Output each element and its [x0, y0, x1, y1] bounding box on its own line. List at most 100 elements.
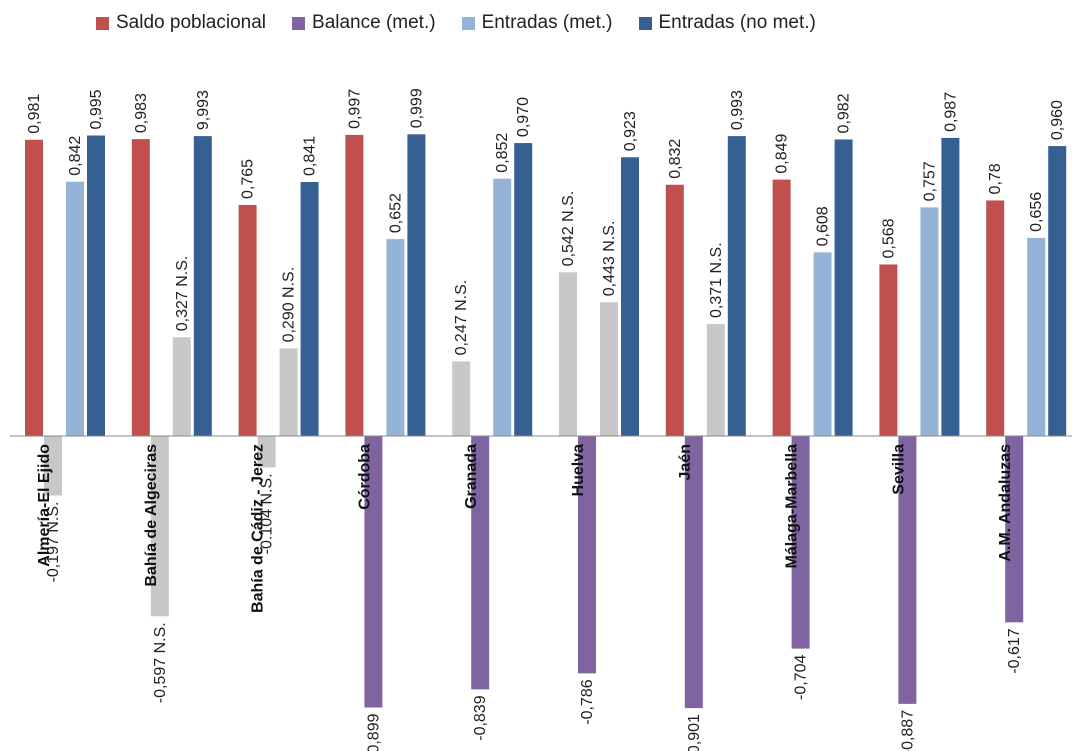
legend-item-balance: Balance (met.): [292, 12, 436, 34]
data-label-2-6: -0,786: [579, 679, 596, 724]
bar-1-8: [772, 179, 791, 437]
extra-bar-2: [559, 272, 577, 436]
legend-item-entradas-no-met: Entradas (no met.): [638, 12, 816, 34]
data-label-1-10: 0,78: [987, 163, 1004, 194]
data-label-4-3: 0,841: [302, 136, 319, 176]
category-label-7: Jaén: [677, 444, 694, 480]
data-label-1-8: 0,849: [774, 133, 791, 173]
bar-1-7: [665, 184, 684, 436]
bar-4-5: [514, 143, 533, 436]
bar-1-9: [879, 264, 898, 436]
bar-1-2: [131, 139, 150, 436]
category-label-10: A.M. Andaluzas: [997, 444, 1014, 562]
legend: Saldo poblacional Balance (met.) Entrada…: [96, 12, 816, 34]
data-label-2-9: -0,887: [899, 710, 916, 751]
bar-3-8: [813, 252, 832, 436]
data-label-4-5: 0,970: [515, 97, 532, 137]
data-label-2-8: -0,704: [793, 655, 810, 700]
bar-2-3: [257, 436, 276, 468]
data-label-3-1: 0,842: [67, 136, 84, 176]
bar-3-1: [66, 181, 84, 436]
bar-4-9: [941, 137, 960, 436]
data-label-4-6: 0,923: [622, 111, 639, 151]
data-label-4-8: 0,982: [836, 93, 853, 133]
data-label-4-7: 0,993: [729, 90, 746, 130]
data-label-1-4: 0,997: [346, 89, 363, 129]
legend-swatch-saldo: [96, 16, 109, 30]
legend-label-entradas-met: Entradas (met.): [481, 12, 613, 33]
data-label-4-4: 0,999: [408, 88, 425, 128]
bar-3-6: [600, 302, 618, 436]
data-label-2-7: -0,901: [686, 714, 703, 751]
category-label-1: Almería-El Ejido: [36, 444, 53, 567]
category-label-5: Granada: [463, 444, 480, 509]
bar-4-8: [834, 139, 853, 436]
data-label-1-3: 0,765: [240, 159, 257, 199]
data-label-1-1: 0,981: [26, 94, 43, 134]
bar-3-5: [493, 178, 512, 437]
data-label-2-3: -0.104 N.S.: [259, 473, 276, 554]
data-label-3-10: 0,656: [1028, 192, 1045, 232]
legend-swatch-entradas-no-met: [638, 16, 652, 30]
bar-4-6: [621, 157, 639, 436]
data-label-1-9: 0,568: [880, 218, 897, 258]
category-label-6: Huelva: [570, 444, 587, 497]
data-label-3-8: 0,608: [815, 206, 832, 246]
data-label-2-1: -0,197 N.S.: [45, 501, 62, 582]
legend-item-saldo: Saldo poblacional: [96, 12, 266, 34]
data-label-3-7: 0,371 N.S.: [708, 242, 725, 318]
data-label-1-7: 0,832: [667, 139, 684, 179]
legend-label-balance: Balance (met.): [312, 12, 436, 33]
data-label-3-4: 0,652: [387, 193, 404, 233]
bar-2-4: [364, 436, 383, 708]
bar-2-8: [791, 436, 810, 649]
data-label-3-5: 0,852: [494, 133, 511, 173]
legend-swatch-balance: [292, 16, 306, 30]
bar-2-9: [898, 436, 917, 704]
bar-2-7: [684, 436, 703, 709]
data-label-4-1: 0,995: [88, 89, 105, 129]
data-label-4-2: 9,993: [195, 90, 212, 130]
bar-2-1: [44, 436, 62, 496]
bar-3-3: [279, 348, 298, 436]
category-label-9: Sevilla: [890, 444, 907, 495]
bar-2-10: [1005, 436, 1024, 623]
extra-bar-1: [452, 361, 471, 436]
bar-3-9: [920, 207, 939, 436]
data-label-4-9: 0,987: [942, 92, 959, 132]
data-label-3-9: 0,757: [921, 161, 938, 201]
bar-4-2: [193, 136, 212, 436]
bar-2-2: [150, 436, 169, 617]
data-label-2-10: -0,617: [1006, 628, 1023, 673]
bar-4-10: [1048, 146, 1067, 436]
data-label-3-2: 0,327 N.S.: [174, 256, 191, 332]
bar-1-3: [238, 204, 257, 436]
bar-4-1: [87, 135, 105, 436]
data-label-2-5: -0,839: [472, 695, 489, 740]
bar-2-5: [471, 436, 490, 690]
category-label-8: Málaga-Marbella: [784, 444, 801, 569]
bar-4-4: [407, 134, 426, 436]
bar-4-3: [300, 182, 319, 436]
extra-bar-label-1: 0,247 N.S.: [453, 280, 470, 356]
data-label-1-2: 0,983: [133, 93, 150, 133]
bar-3-2: [172, 337, 191, 436]
extra-bar-label-2: 0,542 N.S.: [560, 191, 577, 267]
data-label-2-4: -0,899: [365, 713, 382, 751]
bar-2-6: [578, 436, 596, 674]
legend-swatch-entradas-met: [461, 16, 475, 30]
data-label-3-6: 0,443 N.S.: [601, 221, 618, 297]
legend-item-entradas-met: Entradas (met.): [461, 12, 613, 34]
legend-label-entradas-no-met: Entradas (no met.): [658, 12, 816, 33]
bar-1-10: [986, 200, 1005, 436]
category-label-4: Córdoba: [356, 444, 373, 510]
bar-1-4: [345, 134, 364, 436]
bar-3-7: [706, 323, 725, 436]
category-label-2: Bahía de Algeciras: [143, 444, 160, 587]
bar-1-1: [25, 139, 43, 436]
data-label-2-2: -0,597 N.S.: [152, 622, 169, 703]
bar-3-10: [1027, 237, 1046, 436]
data-label-3-3: 0,290 N.S.: [281, 267, 298, 343]
legend-label-saldo: Saldo poblacional: [116, 12, 267, 33]
